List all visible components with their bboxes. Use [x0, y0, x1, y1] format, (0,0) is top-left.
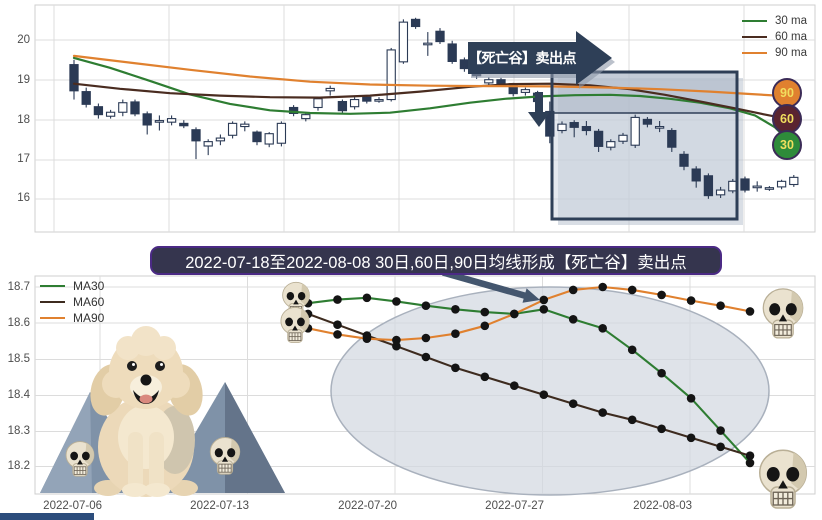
top-legend-30ma: 30 ma: [742, 13, 807, 29]
ma60-legend-label: MA60: [73, 295, 105, 309]
bottom-y-tick-18-2: 18.2: [7, 460, 30, 472]
x-tick-2022-07-13: 2022-07-13: [190, 500, 249, 512]
bottom-y-tick-18-3: 18.3: [7, 425, 30, 437]
death-valley-banner-label: 【死亡谷】卖出点: [468, 50, 577, 66]
top-y-tick-18: 18: [17, 114, 30, 126]
ma30-badge: 30: [772, 130, 802, 160]
down-arrow-icon: [528, 92, 550, 127]
top-y-tick-20: 20: [17, 34, 30, 46]
start-skull-bottom-icon: [280, 306, 310, 343]
bottom-ma-lines: [303, 282, 755, 468]
x-tick-2022-08-03: 2022-08-03: [633, 500, 692, 512]
bottom-legend: MA30 MA60 MA90: [40, 278, 104, 326]
ma90-line-swatch: [742, 51, 767, 55]
bottom-legend-ma30: MA30: [40, 278, 104, 294]
top-legend: 30 ma 60 ma 90 ma: [742, 13, 807, 61]
dog-illustration: [40, 326, 285, 497]
ma60-badge: 60: [772, 104, 802, 134]
bottom-y-tick-18-7: 18.7: [7, 281, 30, 293]
bottom-left-strip: [0, 513, 94, 520]
ma30-line-swatch: [40, 284, 65, 288]
ma60-legend-label: 60 ma: [775, 31, 807, 43]
candlestick-series: [69, 17, 799, 199]
top-y-tick-17: 17: [17, 153, 30, 165]
ma30-line-swatch: [742, 19, 767, 23]
ma90-badge: 90: [772, 78, 802, 108]
x-tick-2022-07-27: 2022-07-27: [485, 500, 544, 512]
bottom-legend-ma90: MA90: [40, 310, 104, 326]
sell-point-banner: [468, 31, 615, 127]
chart-subtitle: 2022-07-18至2022-08-08 30日,60日,90日均线形成【死亡…: [150, 246, 722, 275]
top-legend-90ma: 90 ma: [742, 45, 807, 61]
ma30-ma60-end-skull-icon: [758, 449, 808, 509]
bottom-legend-ma60: MA60: [40, 294, 104, 310]
x-tick-2022-07-06: 2022-07-06: [43, 500, 102, 512]
top-legend-60ma: 60 ma: [742, 29, 807, 45]
x-tick-2022-07-20: 2022-07-20: [338, 500, 397, 512]
top-ma-lines: [72, 54, 792, 144]
ma90-end-skull-icon: [762, 288, 804, 339]
bottom-y-tick-18-4: 18.4: [7, 389, 30, 401]
ma90-legend-label: MA90: [73, 311, 105, 325]
ma90-line-swatch: [40, 316, 65, 320]
ma60-line-swatch: [40, 300, 65, 304]
ma30-legend-label: MA30: [73, 279, 105, 293]
bottom-y-tick-18-5: 18.5: [7, 353, 30, 365]
ma30-legend-label: 30 ma: [775, 15, 807, 27]
crossover-ellipse-highlight: [330, 286, 770, 496]
top-y-tick-19: 19: [17, 74, 30, 86]
ma90-legend-label: 90 ma: [775, 47, 807, 59]
death-valley-highlight-border: [550, 70, 739, 221]
top-y-tick-16: 16: [17, 192, 30, 204]
ma60-line-swatch: [742, 35, 767, 39]
bottom-y-tick-18-6: 18.6: [7, 317, 30, 329]
subtitle-arrow: [442, 269, 540, 303]
